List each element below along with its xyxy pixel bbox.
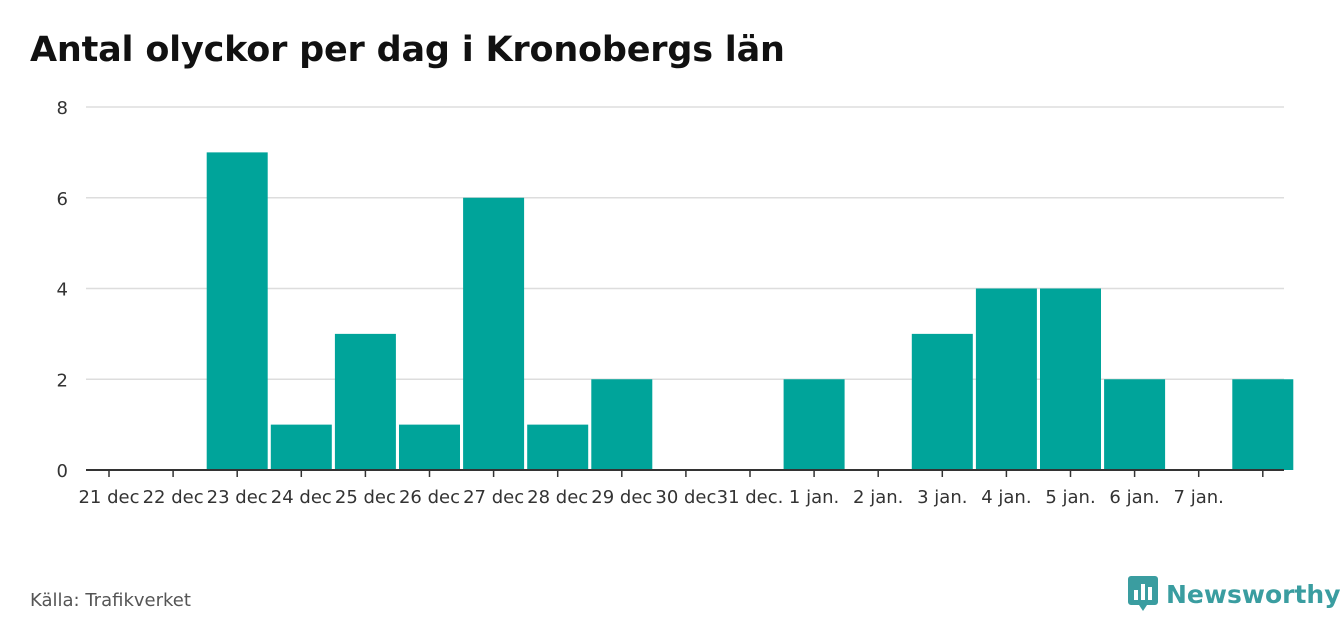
y-tick-label: 6 — [57, 189, 68, 210]
x-tick-label: 2 jan. — [853, 487, 903, 508]
bar — [270, 424, 332, 470]
bar — [1104, 379, 1166, 470]
x-tick-label: 1 jan. — [789, 487, 839, 508]
x-tick-label: 3 jan. — [917, 487, 967, 508]
bar — [399, 424, 460, 470]
y-axis-labels: 0 2 4 6 8 — [57, 98, 68, 482]
bar — [206, 152, 268, 470]
x-axis — [86, 469, 1284, 477]
x-tick-label: 26 dec — [399, 487, 460, 508]
x-tick-label: 28 dec — [527, 487, 588, 508]
bar — [1040, 288, 1101, 470]
bars — [206, 152, 1294, 470]
x-tick-label: 7 jan. — [1174, 487, 1224, 508]
bar — [334, 333, 396, 470]
x-tick-label: 31 dec. — [717, 487, 784, 508]
brand-name: Newsworthy — [1166, 579, 1340, 609]
bar — [527, 424, 589, 470]
chart-title: Antal olyckor per dag i Kronobergs län — [30, 30, 785, 70]
bar — [591, 379, 653, 470]
brand-logo: Newsworthy — [1128, 574, 1340, 614]
x-tick-label: 4 jan. — [981, 487, 1031, 508]
x-tick-label: 30 dec — [655, 487, 716, 508]
y-tick-label: 2 — [57, 370, 68, 391]
bar — [911, 333, 973, 470]
newsworthy-logo-icon — [1128, 576, 1158, 611]
x-tick-label: 23 dec — [207, 487, 268, 508]
x-tick-label: 22 dec — [143, 487, 204, 508]
bar-chart: 0 2 4 6 8 21 dec 22 dec 23 dec 24 dec 25 dec 26 d… — [57, 98, 1294, 508]
x-tick-label: 25 dec — [335, 487, 396, 508]
x-tick-label: 21 dec — [78, 487, 139, 508]
x-tick-label: 24 dec — [271, 487, 332, 508]
x-tick-label: 29 dec — [591, 487, 652, 508]
x-tick-label: 27 dec — [463, 487, 524, 508]
bar — [463, 197, 525, 470]
x-tick-label: 6 jan. — [1109, 487, 1159, 508]
y-tick-label: 0 — [57, 461, 68, 482]
y-tick-label: 4 — [57, 280, 68, 301]
x-axis-labels: 21 dec 22 dec 23 dec 24 dec 25 dec 26 dec 27 d… — [78, 487, 1223, 508]
x-tick-label: 5 jan. — [1045, 487, 1095, 508]
source-note: Källa: Trafikverket — [30, 590, 191, 611]
bar — [1232, 379, 1294, 470]
y-tick-label: 8 — [57, 98, 68, 119]
bar — [975, 288, 1037, 470]
bar — [783, 379, 845, 470]
